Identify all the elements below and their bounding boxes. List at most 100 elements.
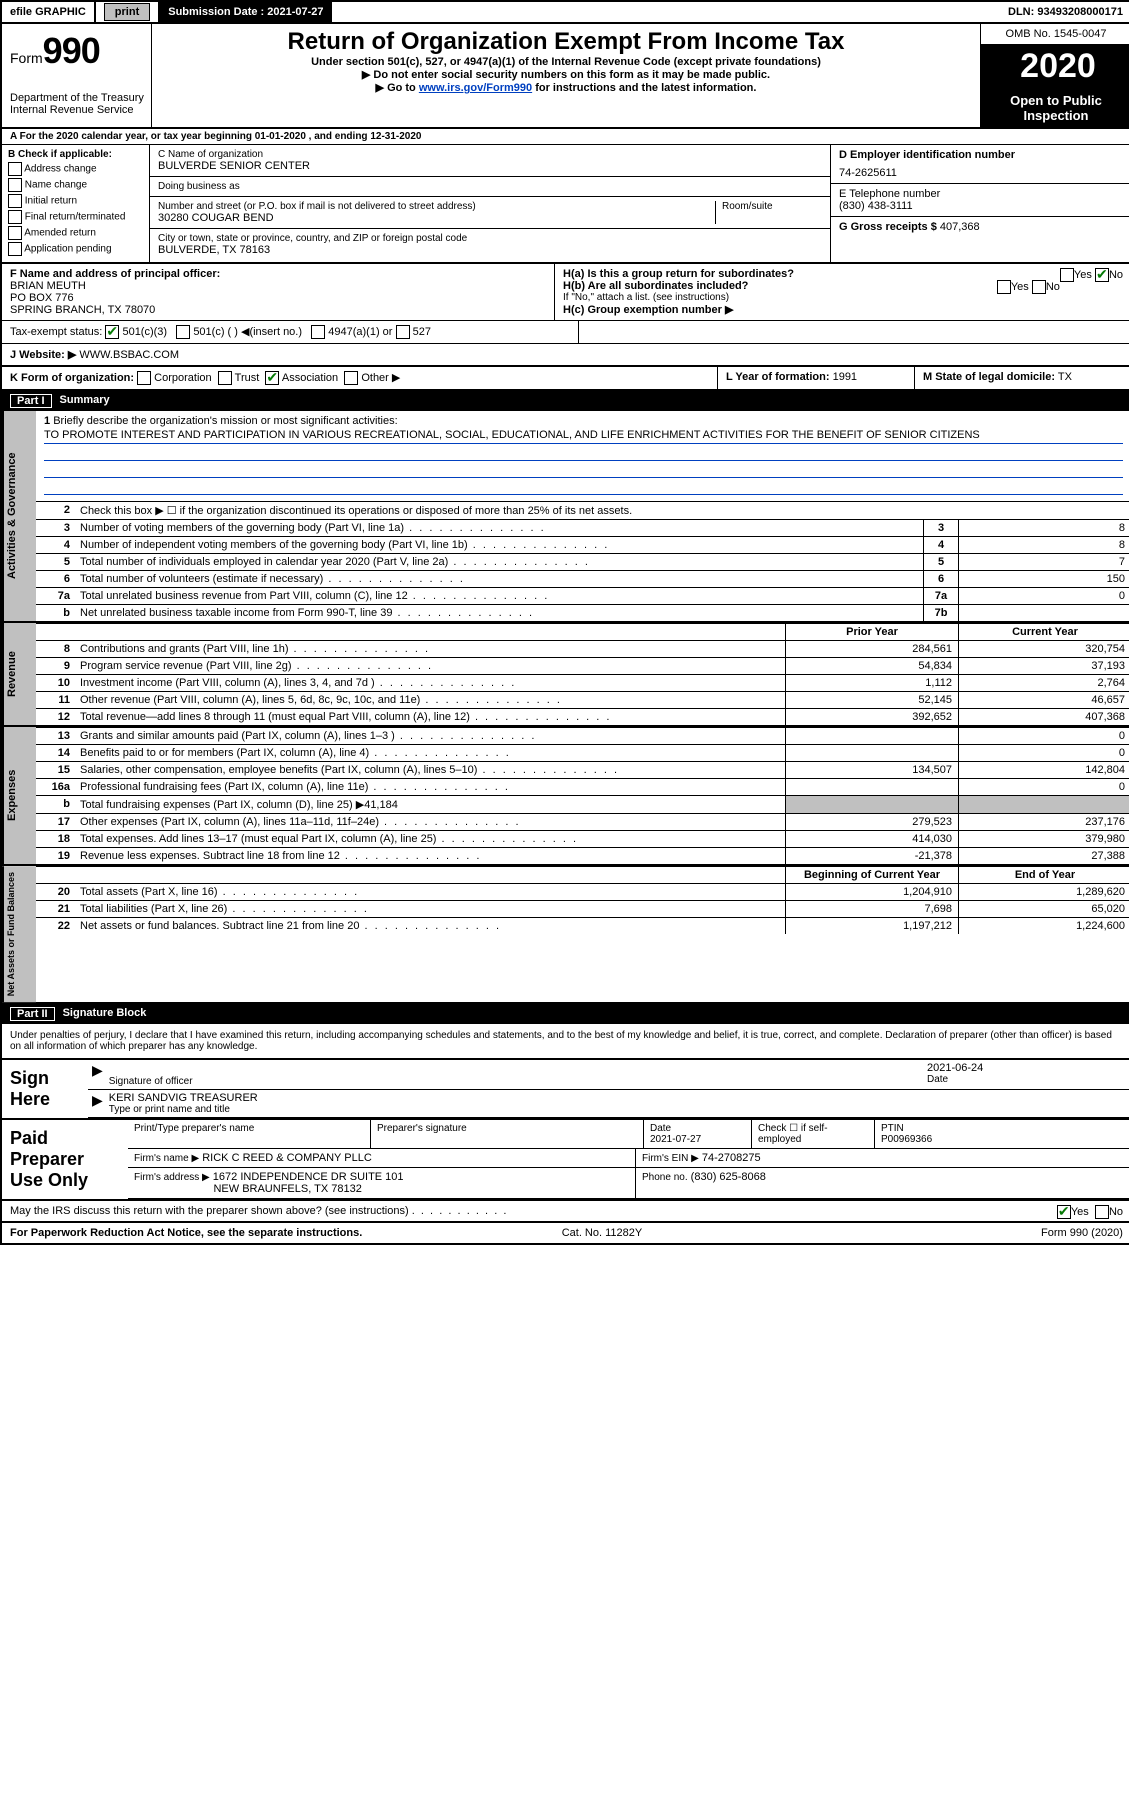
discuss-yes[interactable] [1057,1205,1071,1219]
firm-ein: Firm's EIN ▶ 74-2708275 [636,1149,1129,1167]
arrow-icon: ▶ [92,1062,103,1087]
h-a: H(a) Is this a group return for subordin… [563,268,1123,280]
arrow-icon: ▶ [92,1092,103,1115]
firm-name: Firm's name ▶ RICK C REED & COMPANY PLLC [128,1149,636,1167]
cb-527[interactable] [396,325,410,339]
row-k-org-form: K Form of organization: Corporation Trus… [2,367,717,389]
officer-name: BRIAN MEUTH [10,280,546,292]
omb-number: OMB No. 1545-0047 [981,24,1129,45]
part-ii-header: Part IISignature Block [2,1004,1129,1024]
cb-4947[interactable] [311,325,325,339]
penalty-statement: Under penalties of perjury, I declare th… [2,1024,1129,1060]
sig-name: KERI SANDVIG TREASURER [109,1092,1127,1104]
h-c: H(c) Group exemption number ▶ [563,303,1123,316]
cb-other[interactable] [344,371,358,385]
cb-501c[interactable] [176,325,190,339]
topbar: efile GRAPHIC print Submission Date : 20… [2,2,1129,24]
ein-value: 74-2625611 [839,167,1123,179]
na-line-21: 21Total liabilities (Part X, line 26)7,6… [36,900,1129,917]
side-activities-governance: Activities & Governance [2,411,36,621]
sig-date-label: Date [927,1074,1127,1085]
org-name-label: C Name of organization [158,149,822,160]
h-b: H(b) Are all subordinates included? Yes … [563,280,1123,292]
exp-line-14: 14Benefits paid to or for members (Part … [36,744,1129,761]
dln: DLN: 93493208000171 [1000,2,1129,22]
na-header-row: Beginning of Current Year End of Year [36,866,1129,883]
cb-final-return[interactable]: Final return/terminated [8,210,143,224]
form-title: Return of Organization Exempt From Incom… [160,28,972,56]
cb-initial-return[interactable]: Initial return [8,194,143,208]
tax-exempt-row: Tax-exempt status: 501(c)(3) 501(c) ( ) … [2,321,579,343]
exp-line-18: 18Total expenses. Add lines 13–17 (must … [36,830,1129,847]
col-c-org-info: C Name of organization BULVERDE SENIOR C… [150,145,830,262]
ha-yes[interactable] [1060,268,1074,282]
form-header: Form990 Department of the Treasury Inter… [2,24,1129,129]
mission-block: 1 Briefly describe the organization's mi… [36,411,1129,501]
side-revenue: Revenue [2,623,36,725]
prep-ptin: PTINP00969366 [875,1120,1129,1148]
sign-here-block: Sign Here ▶ Signature of officer 2021-06… [2,1060,1129,1120]
subtitle-3: ▶ Go to www.irs.gov/Form990 for instruct… [160,81,972,94]
print-button[interactable]: print [104,3,150,21]
irs-link[interactable]: www.irs.gov/Form990 [419,82,532,94]
exp-line-b: bTotal fundraising expenses (Part IX, co… [36,795,1129,813]
rev-line-10: 10Investment income (Part VIII, column (… [36,674,1129,691]
addr-label: Number and street (or P.O. box if mail i… [158,201,715,212]
ag-line-3: 3Number of voting members of the governi… [36,519,1129,536]
gross-receipts-label: G Gross receipts $ [839,221,937,233]
ag-line-5: 5Total number of individuals employed in… [36,553,1129,570]
form-990-page: efile GRAPHIC print Submission Date : 20… [0,0,1129,1245]
sig-name-label: Type or print name and title [109,1104,1127,1115]
row-m: M State of legal domicile: TX [914,367,1129,389]
row-j-website: J Website: ▶ WWW.BSBAC.COM [2,344,1129,365]
exp-line-15: 15Salaries, other compensation, employee… [36,761,1129,778]
sig-date: 2021-06-24 [927,1062,1127,1074]
subtitle-1: Under section 501(c), 527, or 4947(a)(1)… [160,56,972,68]
phone-value: (830) 438-3111 [839,200,1123,212]
cb-name-change[interactable]: Name change [8,178,143,192]
city-label: City or town, state or province, country… [158,233,467,244]
exp-line-16a: 16aProfessional fundraising fees (Part I… [36,778,1129,795]
print-cell: print [96,2,160,22]
ag-line-2: 2Check this box ▶ ☐ if the organization … [36,501,1129,519]
cb-trust[interactable] [218,371,232,385]
cb-corp[interactable] [137,371,151,385]
sig-officer-label: Signature of officer [109,1076,927,1087]
officer-label: F Name and address of principal officer: [10,268,546,280]
dept-treasury: Department of the Treasury [10,92,145,104]
ag-line-4: 4Number of independent voting members of… [36,536,1129,553]
cb-501c3[interactable] [105,325,119,339]
firm-phone: Phone no. (830) 625-8068 [636,1168,1129,1198]
row-l: L Year of formation: 1991 [717,367,914,389]
hb-yes[interactable] [997,280,1011,294]
side-expenses: Expenses [2,727,36,864]
gross-receipts-value: 407,368 [940,221,980,233]
cb-app-pending[interactable]: Application pending [8,242,143,256]
col-d-e-g: D Employer identification number 74-2625… [830,145,1129,262]
discuss-row: May the IRS discuss this return with the… [2,1201,1129,1223]
footer-cat: Cat. No. 11282Y [562,1227,643,1239]
ha-no[interactable] [1095,268,1109,282]
discuss-no[interactable] [1095,1205,1109,1219]
officer-addr1: PO BOX 776 [10,292,546,304]
prep-self-emp: Check ☐ if self-employed [752,1120,875,1148]
tax-year: 2020 [981,45,1129,89]
ag-line-b: bNet unrelated business taxable income f… [36,604,1129,621]
rev-line-11: 11Other revenue (Part VIII, column (A), … [36,691,1129,708]
exp-line-17: 17Other expenses (Part IX, column (A), l… [36,813,1129,830]
cb-address-change[interactable]: Address change [8,162,143,176]
footer: For Paperwork Reduction Act Notice, see … [2,1223,1129,1243]
form-number: Form990 [10,30,145,72]
hb-no[interactable] [1032,280,1046,294]
col-b-header: B Check if applicable: [8,149,143,160]
rev-line-9: 9Program service revenue (Part VIII, lin… [36,657,1129,674]
phone-label: E Telephone number [839,188,1123,200]
exp-line-19: 19Revenue less expenses. Subtract line 1… [36,847,1129,864]
ag-line-6: 6Total number of volunteers (estimate if… [36,570,1129,587]
city-state-zip: BULVERDE, TX 78163 [158,244,467,256]
cb-amended[interactable]: Amended return [8,226,143,240]
cb-assoc[interactable] [265,371,279,385]
block-b-through-g: B Check if applicable: Address change Na… [2,145,1129,264]
org-name: BULVERDE SENIOR CENTER [158,160,822,172]
rev-line-8: 8Contributions and grants (Part VIII, li… [36,640,1129,657]
